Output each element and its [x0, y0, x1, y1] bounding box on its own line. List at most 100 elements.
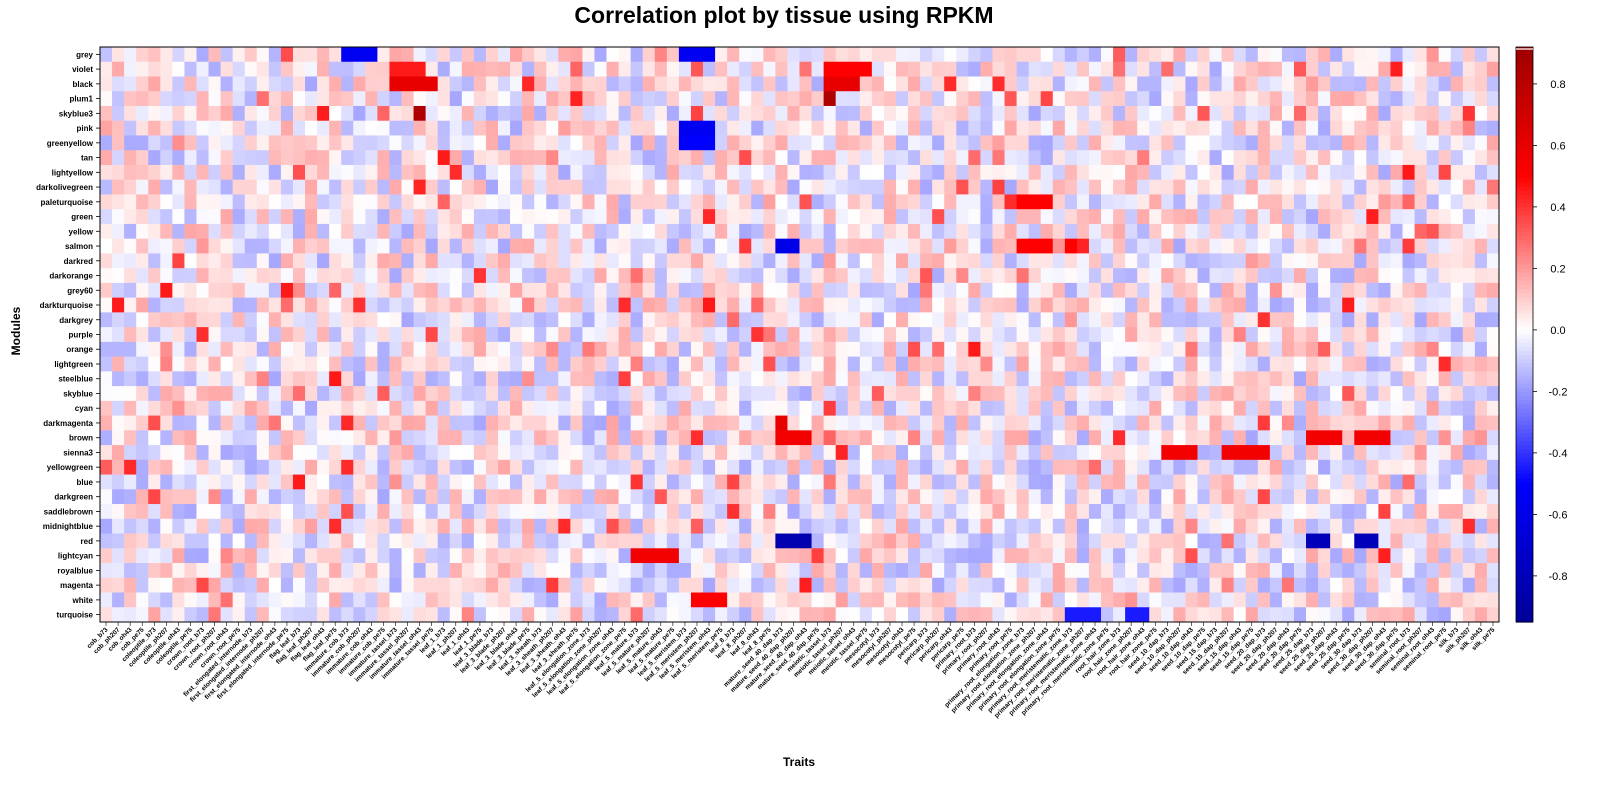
heatmap-cell [534, 209, 547, 225]
heatmap-cell [244, 312, 258, 328]
heatmap-cell [305, 563, 318, 579]
heatmap-cell [522, 548, 535, 564]
heatmap-cell [558, 194, 571, 210]
heatmap-cell [485, 61, 499, 77]
heatmap-cell [895, 459, 909, 476]
heatmap-cell [268, 150, 282, 166]
heatmap-cell [1390, 548, 1404, 564]
heatmap-cell [1257, 548, 1271, 564]
heatmap-cell [606, 356, 620, 372]
heatmap-cell [136, 400, 149, 417]
heatmap-cell [980, 61, 993, 77]
heatmap-cell [1088, 194, 1102, 210]
heatmap-cell [1125, 415, 1138, 431]
heatmap-cell [678, 209, 692, 225]
heatmap-cell [1125, 135, 1138, 151]
heatmap-cell [727, 282, 740, 299]
heatmap-cell [377, 47, 390, 63]
colorbar-segment [1516, 309, 1533, 315]
heatmap-cell [1462, 430, 1476, 446]
heatmap-cell [413, 400, 427, 417]
heatmap-cell [353, 312, 366, 328]
heatmap-cell [268, 120, 282, 136]
heatmap-cell [727, 223, 740, 240]
heatmap-cell [232, 356, 246, 372]
heatmap-cell [980, 518, 993, 535]
heatmap-cell [1197, 105, 1211, 122]
heatmap-cell [100, 356, 113, 372]
heatmap-cell [1330, 445, 1343, 461]
heatmap-cell [112, 518, 125, 535]
heatmap-cell [1330, 459, 1343, 476]
heatmap-cell [1486, 607, 1500, 623]
heatmap-cell [968, 341, 981, 358]
heatmap-cell [932, 327, 945, 343]
heatmap-cell [329, 164, 342, 181]
heatmap-cell [437, 504, 451, 520]
heatmap-cell [618, 297, 632, 313]
heatmap-cell [1004, 504, 1018, 520]
heatmap-cell [546, 371, 559, 387]
colorbar-segment [1516, 240, 1533, 245]
heatmap-cell [1438, 592, 1452, 608]
heatmap-cell [823, 76, 837, 92]
heatmap-cell [630, 356, 644, 372]
heatmap-cell [1318, 47, 1331, 63]
heatmap-cell [690, 548, 704, 564]
heatmap-cell [1438, 459, 1452, 476]
heatmap-cell [1233, 91, 1247, 107]
heatmap-cell [883, 430, 897, 446]
heatmap-cell [1438, 400, 1452, 417]
heatmap-cell [859, 223, 873, 240]
heatmap-cell [256, 105, 270, 122]
heatmap-cell [594, 223, 608, 240]
heatmap-cell [256, 504, 270, 520]
heatmap-cell [980, 533, 993, 549]
heatmap-cell [100, 209, 113, 225]
heatmap-cell [678, 504, 692, 520]
heatmap-cell [618, 504, 632, 520]
heatmap-cell [413, 164, 427, 181]
heatmap-cell [268, 297, 282, 313]
heatmap-cell [570, 327, 583, 343]
heatmap-cell [763, 282, 776, 299]
heatmap-cell [497, 341, 511, 358]
heatmap-cell [1101, 179, 1114, 195]
heatmap-cell [292, 474, 306, 490]
heatmap-cell [1245, 268, 1259, 284]
heatmap-cell [317, 518, 330, 535]
heatmap-cell [449, 120, 463, 136]
heatmap-cell [1004, 150, 1018, 166]
heatmap-cell [256, 371, 270, 387]
heatmap-cell [835, 47, 849, 63]
heatmap-cell [654, 120, 668, 136]
heatmap-cell [932, 400, 945, 417]
heatmap-cell [522, 356, 535, 372]
heatmap-cell [341, 120, 354, 136]
heatmap-cell [196, 297, 210, 313]
heatmap-cell [1318, 577, 1331, 594]
heatmap-cell [196, 386, 210, 402]
heatmap-cell [329, 356, 342, 372]
heatmap-cell [847, 105, 861, 122]
heatmap-cell [473, 179, 487, 195]
heatmap-cell [1161, 400, 1174, 417]
heatmap-cell [232, 209, 246, 225]
heatmap-cell [522, 371, 535, 387]
heatmap-cell [992, 297, 1006, 313]
heatmap-cell [172, 164, 185, 181]
heatmap-cell [232, 563, 246, 579]
heatmap-cell [1004, 415, 1018, 431]
heatmap-cell [100, 223, 113, 240]
heatmap-cell [1342, 548, 1355, 564]
heatmap-cell [196, 489, 210, 505]
heatmap-cell [1004, 238, 1018, 254]
heatmap-cell [606, 297, 620, 313]
heatmap-cell [184, 459, 197, 476]
heatmap-cell [268, 607, 282, 623]
heatmap-cell [244, 577, 258, 594]
heatmap-cell [1088, 474, 1102, 490]
heatmap-cell [751, 504, 764, 520]
heatmap-cell [1450, 577, 1464, 594]
heatmap-cell [1209, 120, 1223, 136]
